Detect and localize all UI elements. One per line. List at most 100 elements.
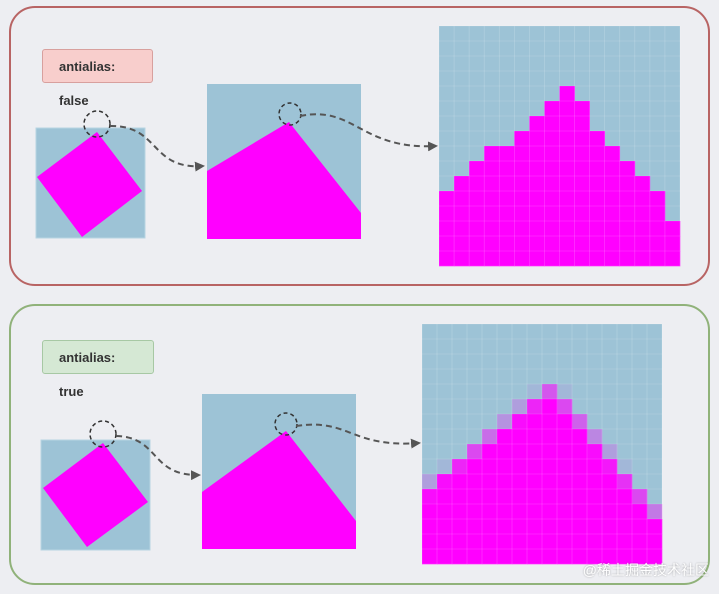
aliased-zoom-1	[207, 84, 361, 239]
pixel	[454, 191, 470, 207]
pixel	[632, 504, 648, 520]
pixel	[617, 459, 633, 475]
pixel	[527, 384, 543, 400]
pixel	[527, 489, 543, 505]
pixel	[589, 221, 605, 237]
pixel	[499, 221, 515, 237]
pixel	[604, 146, 621, 162]
pixel	[514, 206, 530, 222]
pixel	[559, 191, 575, 207]
pixel	[529, 146, 545, 162]
pixel	[527, 474, 543, 490]
antialiased-zoom-1	[202, 394, 356, 549]
antialiased-arrow-1	[115, 435, 201, 481]
pixel	[649, 251, 666, 267]
pixel	[602, 504, 618, 520]
pixel	[482, 459, 498, 475]
pixel	[587, 459, 603, 475]
pixel	[484, 146, 500, 162]
pixel	[604, 191, 621, 207]
pixel	[619, 191, 636, 207]
pixel	[512, 429, 528, 445]
pixel	[647, 519, 663, 535]
label-antialias-true: antialias: true	[42, 340, 154, 399]
pixel	[559, 131, 575, 147]
pixel	[542, 504, 558, 520]
pixel	[512, 534, 528, 550]
pixel	[647, 549, 663, 565]
pixel	[482, 474, 498, 490]
pixel	[557, 459, 573, 475]
pixel	[664, 251, 681, 267]
pixel	[574, 191, 590, 207]
pixel	[587, 444, 603, 460]
pixel	[587, 519, 603, 535]
pixel	[557, 399, 573, 415]
pixel	[512, 444, 528, 460]
pixel	[484, 236, 500, 252]
pixel	[574, 236, 590, 252]
pixel	[499, 191, 515, 207]
pixel	[574, 146, 590, 162]
pixel	[544, 116, 560, 132]
pixel	[632, 534, 648, 550]
pixel	[439, 251, 455, 267]
pixel	[439, 191, 455, 207]
pixel	[499, 206, 515, 222]
pixel	[542, 444, 558, 460]
pixel	[544, 251, 560, 267]
pixel	[559, 176, 575, 192]
aliased-arrow-2	[299, 113, 438, 152]
pixel	[559, 161, 575, 177]
pixel	[647, 504, 663, 520]
pixel	[499, 161, 515, 177]
pixel	[482, 489, 498, 505]
pixel	[512, 504, 528, 520]
pixel	[589, 191, 605, 207]
pixel	[649, 236, 666, 252]
pixel	[467, 549, 483, 565]
pixel	[452, 459, 468, 475]
pixel	[482, 444, 498, 460]
pixel	[619, 206, 636, 222]
pixel	[619, 251, 636, 267]
pixel	[422, 534, 438, 550]
pixel	[544, 131, 560, 147]
pixel	[617, 504, 633, 520]
pixel	[439, 236, 455, 252]
pixel	[422, 519, 438, 535]
pixel	[572, 519, 588, 535]
pixel	[527, 414, 543, 430]
pixel	[514, 236, 530, 252]
pixel	[467, 519, 483, 535]
pixel	[589, 236, 605, 252]
pixel	[572, 504, 588, 520]
pixel	[574, 131, 590, 147]
antialiased-arrow-2	[295, 423, 421, 449]
pixel	[452, 519, 468, 535]
pixel	[619, 236, 636, 252]
pixel	[529, 206, 545, 222]
pixel	[634, 251, 651, 267]
pixel	[527, 399, 543, 415]
pixel	[604, 206, 621, 222]
pixel	[587, 489, 603, 505]
pixel	[484, 251, 500, 267]
pixel	[497, 549, 513, 565]
pixel	[454, 251, 470, 267]
pixel	[437, 549, 453, 565]
antialiased-pixel-grid	[421, 323, 663, 565]
pixel	[602, 549, 618, 565]
pixel	[572, 474, 588, 490]
pixel	[574, 251, 590, 267]
pixel	[647, 534, 663, 550]
pixel	[497, 414, 513, 430]
pixel	[574, 161, 590, 177]
pixel	[437, 519, 453, 535]
pixel	[527, 504, 543, 520]
pixel	[452, 504, 468, 520]
pixel	[559, 236, 575, 252]
pixel	[589, 176, 605, 192]
pixel	[634, 206, 651, 222]
pixel	[482, 549, 498, 565]
